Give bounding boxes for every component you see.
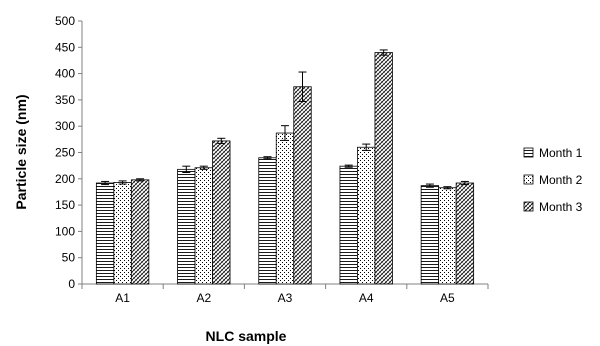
bar-a3-series-3 xyxy=(293,86,312,285)
legend-item: Month 3 xyxy=(523,200,583,214)
error-bar xyxy=(263,156,272,160)
x-tick-label: A3 xyxy=(278,291,293,305)
error-bar xyxy=(362,143,371,151)
error-bar xyxy=(136,178,145,182)
y-axis-ticks: 0 50 100 150 200 250 300 350 400 450 500 xyxy=(55,14,82,291)
y-tick-label: 100 xyxy=(55,224,75,238)
x-tick-label: A4 xyxy=(359,291,374,305)
legend-label: Month 2 xyxy=(539,173,583,187)
legend-swatch xyxy=(523,201,534,212)
legend-item: Month 2 xyxy=(523,173,583,187)
bar-a2-series-1 xyxy=(177,168,196,285)
y-tick-label: 0 xyxy=(68,277,75,291)
y-tick-label: 400 xyxy=(55,67,75,81)
legend-label: Month 3 xyxy=(539,200,583,214)
x-axis-title: NLC sample xyxy=(206,328,287,344)
y-tick-label: 350 xyxy=(55,93,75,107)
bar-a1-series-2 xyxy=(113,182,132,285)
x-tick-label: A5 xyxy=(440,291,455,305)
legend: Month 1 Month 2 Month 3 xyxy=(523,146,583,214)
x-tick-label: A1 xyxy=(115,291,130,305)
bar-a1-series-3 xyxy=(130,179,150,285)
y-tick-label: 300 xyxy=(55,119,75,133)
legend-label: Month 1 xyxy=(539,146,583,160)
bar-a4-series-1 xyxy=(339,165,358,285)
y-tick-label: 500 xyxy=(55,14,75,28)
error-bar xyxy=(460,180,469,186)
bar-a4-series-2 xyxy=(357,146,376,285)
bar-a3-series-2 xyxy=(275,132,295,285)
error-bar xyxy=(217,137,226,145)
bar-a1-series-1 xyxy=(95,182,115,285)
error-bar xyxy=(443,186,452,190)
y-tick-label: 450 xyxy=(55,40,75,54)
y-axis-title: Particle size (nm) xyxy=(13,94,29,209)
x-tick-label: A2 xyxy=(196,291,211,305)
bar-a2-series-3 xyxy=(212,140,231,285)
bars xyxy=(95,52,475,285)
error-bar xyxy=(425,183,434,188)
bar-a2-series-2 xyxy=(194,167,213,285)
error-bar xyxy=(118,180,127,185)
bar-a5-series-3 xyxy=(455,182,475,285)
bar-a5-series-1 xyxy=(420,185,440,285)
legend-swatch xyxy=(523,147,534,158)
error-bar xyxy=(379,49,388,56)
bar-a3-series-1 xyxy=(258,157,277,285)
legend-swatch xyxy=(523,174,534,185)
error-bar xyxy=(101,180,110,186)
bar-a4-series-3 xyxy=(374,52,393,285)
error-bar xyxy=(182,165,191,173)
y-tick-label: 200 xyxy=(55,172,75,186)
x-axis-ticks: A1 A2 A3 A4 A5 xyxy=(81,284,489,305)
error-bars xyxy=(101,49,469,190)
y-tick-label: 50 xyxy=(62,251,76,265)
y-tick-label: 250 xyxy=(55,146,75,160)
error-bar xyxy=(344,164,353,168)
legend-item: Month 1 xyxy=(523,146,583,160)
error-bar xyxy=(298,71,307,102)
error-bar xyxy=(281,125,289,141)
y-tick-label: 150 xyxy=(55,198,75,212)
error-bar xyxy=(199,165,208,170)
bar-a5-series-2 xyxy=(438,187,457,285)
